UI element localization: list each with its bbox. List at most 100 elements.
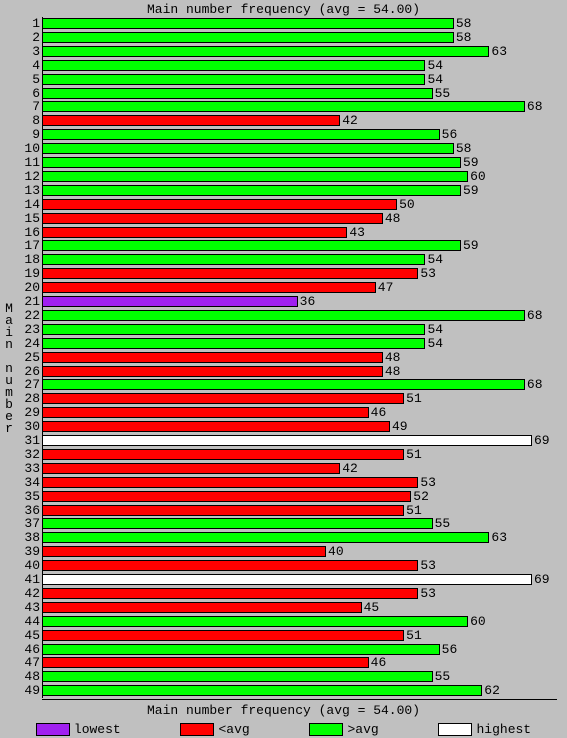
bar-category-label: 38	[16, 531, 42, 544]
bar-category-label: 28	[16, 392, 42, 405]
bar	[42, 18, 454, 29]
bar	[42, 129, 440, 140]
bar-row: 3049	[42, 420, 557, 433]
bar-value-label: 45	[362, 601, 380, 614]
bar-category-label: 23	[16, 323, 42, 336]
bar-category-label: 30	[16, 420, 42, 433]
bar	[42, 463, 340, 474]
bar-value-label: 58	[454, 17, 472, 30]
bar	[42, 171, 468, 182]
bar	[42, 477, 418, 488]
x-axis-line	[42, 699, 557, 700]
bar-value-label: 59	[461, 239, 479, 252]
bar-row: 3169	[42, 434, 557, 447]
bar-category-label: 24	[16, 337, 42, 350]
bar-value-label: 53	[418, 587, 436, 600]
bar	[42, 32, 454, 43]
legend-swatch	[36, 723, 70, 736]
bar	[42, 268, 418, 279]
bar	[42, 185, 461, 196]
bar-value-label: 43	[347, 226, 365, 239]
bar	[42, 657, 369, 668]
bar-row: 3552	[42, 490, 557, 503]
bar-value-label: 42	[340, 462, 358, 475]
bar	[42, 588, 418, 599]
bar	[42, 115, 340, 126]
bar	[42, 574, 532, 585]
bar-value-label: 68	[525, 100, 543, 113]
bar	[42, 630, 404, 641]
bar	[42, 366, 383, 377]
bar-value-label: 54	[425, 323, 443, 336]
bar-category-label: 40	[16, 559, 42, 572]
bar	[42, 352, 383, 363]
bar-row: 4169	[42, 573, 557, 586]
bar-category-label: 13	[16, 184, 42, 197]
chart-title-bottom: Main number frequency (avg = 54.00)	[0, 703, 567, 718]
bar	[42, 421, 390, 432]
bar-value-label: 59	[461, 156, 479, 169]
bar-category-label: 15	[16, 212, 42, 225]
bar-row: 956	[42, 128, 557, 141]
bar-value-label: 55	[433, 670, 451, 683]
bar-value-label: 51	[404, 448, 422, 461]
bar-category-label: 18	[16, 253, 42, 266]
bar-category-label: 29	[16, 406, 42, 419]
bar-row: 4551	[42, 629, 557, 642]
bar-value-label: 63	[489, 531, 507, 544]
bar-category-label: 14	[16, 198, 42, 211]
bar-row: 3453	[42, 476, 557, 489]
bar-value-label: 46	[369, 656, 387, 669]
bar-row: 3651	[42, 504, 557, 517]
bar-row: 1854	[42, 253, 557, 266]
bar-row: 1159	[42, 156, 557, 169]
legend-label: lowest	[74, 722, 121, 737]
bar-value-label: 53	[418, 476, 436, 489]
bar-category-label: 45	[16, 629, 42, 642]
bar-category-label: 2	[16, 31, 42, 44]
bar-row: 2851	[42, 392, 557, 405]
legend-label: >avg	[347, 722, 378, 737]
bar-category-label: 20	[16, 281, 42, 294]
bar-value-label: 48	[383, 212, 401, 225]
bar-category-label: 16	[16, 226, 42, 239]
bar-category-label: 22	[16, 309, 42, 322]
bar-value-label: 56	[440, 643, 458, 656]
bar-value-label: 52	[411, 490, 429, 503]
bar	[42, 379, 525, 390]
bar-row: 3251	[42, 448, 557, 461]
bar-row: 1058	[42, 142, 557, 155]
bar-row: 3863	[42, 531, 557, 544]
bar	[42, 296, 298, 307]
bar	[42, 338, 425, 349]
bar	[42, 407, 369, 418]
bar	[42, 518, 433, 529]
bar-category-label: 11	[16, 156, 42, 169]
bar-value-label: 54	[425, 59, 443, 72]
bar	[42, 560, 418, 571]
bar-value-label: 56	[440, 128, 458, 141]
bar-value-label: 54	[425, 73, 443, 86]
bar-row: 2548	[42, 351, 557, 364]
bar-category-label: 21	[16, 295, 42, 308]
bar	[42, 449, 404, 460]
bar-category-label: 41	[16, 573, 42, 586]
bar-row: 4345	[42, 601, 557, 614]
bar-category-label: 48	[16, 670, 42, 683]
legend-item: <avg	[180, 722, 249, 737]
chart-area: 1582583634545546557688429561058115912601…	[42, 17, 557, 698]
chart-title-top: Main number frequency (avg = 54.00)	[0, 2, 567, 17]
bar-row: 2648	[42, 365, 557, 378]
bar-row: 2946	[42, 406, 557, 419]
bar-category-label: 36	[16, 504, 42, 517]
bar-row: 158	[42, 17, 557, 30]
legend-label: <avg	[218, 722, 249, 737]
bar-row: 2768	[42, 378, 557, 391]
bar-row: 3755	[42, 517, 557, 530]
bar-value-label: 69	[532, 573, 550, 586]
bar-row: 554	[42, 73, 557, 86]
bar-category-label: 19	[16, 267, 42, 280]
bar-value-label: 53	[418, 267, 436, 280]
bar-row: 4460	[42, 615, 557, 628]
bar-row: 3940	[42, 545, 557, 558]
